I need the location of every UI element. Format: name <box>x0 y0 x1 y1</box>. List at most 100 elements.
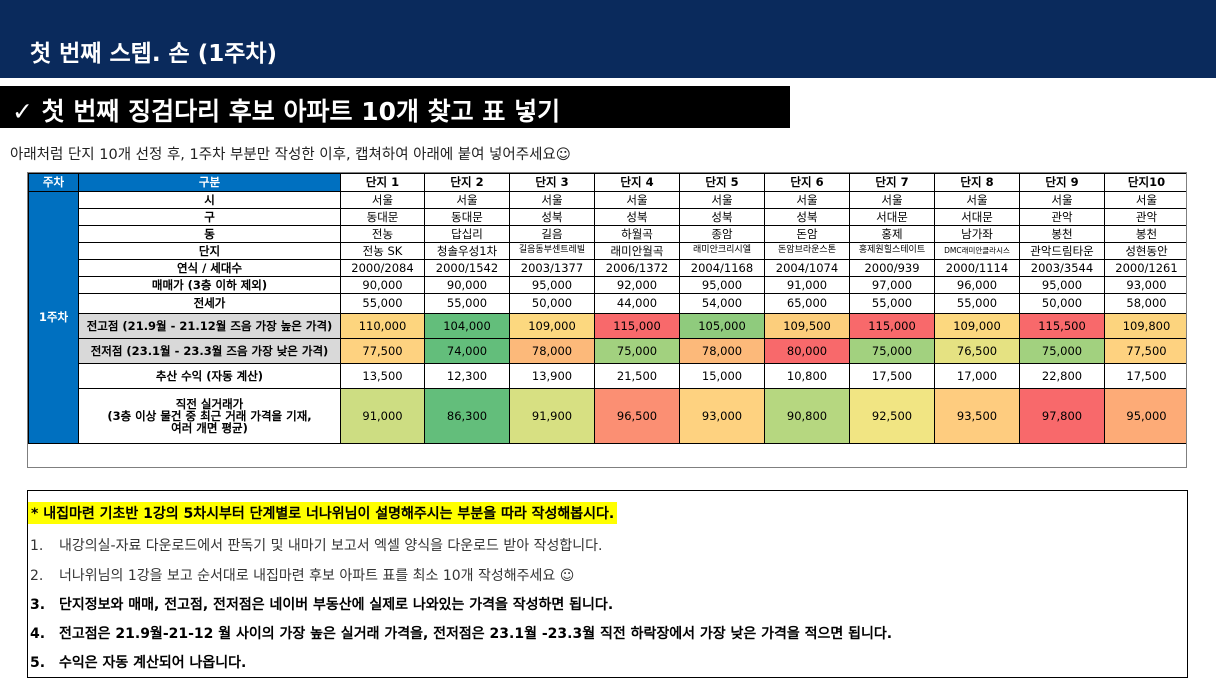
row-label: 직전 실거래가 (3층 이상 물건 중 최근 거래 가격을 기재, 여러 개면 … <box>78 388 341 444</box>
table-cell: 서울 <box>764 191 850 209</box>
row-label: 추산 수익 (자동 계산) <box>78 363 341 389</box>
table-row: 1주차 시 서울 서울 서울 서울 서울 서울 서울 서울 서울 서울 <box>28 191 1186 444</box>
table-cell: 성북 <box>509 208 595 226</box>
table-cell: 75,000 <box>1019 338 1105 364</box>
note-number: 1. <box>30 538 44 554</box>
table-row: 추산 수익 (자동 계산) 13,500 12,300 13,900 21,50… <box>29 363 1186 389</box>
table-cell: 93,500 <box>934 388 1020 444</box>
table-row-low: 전저점 (23.1월 - 23.3월 즈음 가장 낮은 가격) 77,500 7… <box>29 338 1186 364</box>
table-cell: 서울 <box>679 191 765 209</box>
table-cell: 17,000 <box>934 363 1020 389</box>
table-cell: 관악 <box>1019 208 1105 226</box>
table-cell: 44,000 <box>594 293 680 314</box>
table-cell: 성북 <box>764 208 850 226</box>
notes-highlight: * 내집마련 기초반 1강의 5차시부터 단계별로 너나위님이 설명해주시는 부… <box>28 502 618 524</box>
table-cell: 2000/1114 <box>934 259 1020 277</box>
table-row: 동 전농 답십리 길음 하월곡 종암 돈암 홍제 남가좌 봉천 봉천 <box>29 225 1186 243</box>
table-cell: 2003/1377 <box>509 259 595 277</box>
table-cell: 남가좌 <box>934 225 1020 243</box>
note-text: 단지정보와 매매, 전고점, 전저점은 네이버 부동산에 실제로 나와있는 가격… <box>59 597 614 613</box>
table-cell: 17,500 <box>1104 363 1186 389</box>
note-text: 너나위님의 1강을 보고 순서대로 내집마련 후보 아파트 표를 최소 10개 … <box>59 568 575 584</box>
table-cell: 86,300 <box>424 388 510 444</box>
table-cell: 17,500 <box>849 363 935 389</box>
header-complex: 단지 1 <box>340 173 425 192</box>
note-text: 전고점은 21.9월-21-12 월 사이의 가장 높은 실거래 가격을, 전저… <box>59 626 893 642</box>
header-complex: 단지 4 <box>594 173 680 192</box>
table-cell: 58,000 <box>1104 293 1186 314</box>
table-cell: 봉천 <box>1104 225 1186 243</box>
apartment-table-image: 주차 구분 단지 1 단지 2 단지 3 단지 4 단지 5 단지 6 단지 7… <box>27 172 1187 468</box>
table-cell: 동대문 <box>424 208 510 226</box>
note-number: 3. <box>30 597 46 613</box>
header-complex: 단지10 <box>1104 173 1186 192</box>
table-cell: 97,800 <box>1019 388 1105 444</box>
table-cell: 75,000 <box>849 338 935 364</box>
table-cell: 76,500 <box>934 338 1020 364</box>
table-cell: 78,000 <box>679 338 765 364</box>
table-cell: 하월곡 <box>594 225 680 243</box>
row-label-line: (3층 이상 물건 중 최근 거래 가격을 기재, <box>107 408 312 423</box>
table-cell: 109,800 <box>1104 313 1186 339</box>
table-cell: 95,000 <box>679 276 765 294</box>
table-cell: 래미안월곡 <box>594 242 680 260</box>
page-title: 첫 번째 스텝. 손 (1주차) <box>30 41 278 67</box>
check-icon: ✓ <box>12 97 33 126</box>
table-cell: 96,500 <box>594 388 680 444</box>
row-label: 시 <box>78 191 341 209</box>
table-cell: 115,000 <box>594 313 680 339</box>
header-complex: 단지 7 <box>849 173 935 192</box>
table-cell: 2000/2084 <box>340 259 425 277</box>
table-cell: 청솔우성1차 <box>424 242 510 260</box>
note-number: 2. <box>30 568 44 584</box>
row-label: 전세가 <box>78 293 341 314</box>
table-cell: 동대문 <box>340 208 425 226</box>
table-cell: 90,000 <box>424 276 510 294</box>
table-cell: 92,000 <box>594 276 680 294</box>
table-cell: 55,000 <box>934 293 1020 314</box>
table-row: 매매가 (3층 이하 제외) 90,000 90,000 95,000 92,0… <box>29 276 1186 294</box>
table-cell: 서울 <box>849 191 935 209</box>
table-cell: 91,000 <box>340 388 425 444</box>
subtitle-bar: ✓ 첫 번째 징검다리 후보 아파트 10개 찾고 표 넣기 <box>0 86 790 128</box>
table-cell: 돈암브라운스톤 <box>764 242 850 260</box>
table-cell: 10,800 <box>764 363 850 389</box>
table-cell: 77,500 <box>340 338 425 364</box>
table-cell: 길음 <box>509 225 595 243</box>
table-cell: 서울 <box>340 191 425 209</box>
section-title-text: 첫 번째 징검다리 후보 아파트 10개 찾고 표 넣기 <box>41 97 561 126</box>
header-complex: 단지 3 <box>509 173 595 192</box>
table-cell: 12,300 <box>424 363 510 389</box>
table-cell: DMC래미안클라시스 <box>934 242 1020 260</box>
instruction-text: 아래처럼 단지 10개 선정 후, 1주차 부분만 작성한 이후, 캡쳐하여 아… <box>10 147 571 163</box>
note-item: 2. 너나위님의 1강을 보고 순서대로 내집마련 후보 아파트 표를 최소 10… <box>28 565 574 585</box>
table-cell: 91,000 <box>764 276 850 294</box>
header-complex: 단지 8 <box>934 173 1020 192</box>
table-cell: 봉천 <box>1019 225 1105 243</box>
table-cell: 2003/3544 <box>1019 259 1105 277</box>
table-cell: 15,000 <box>679 363 765 389</box>
note-text: 내강의실-자료 다운로드에서 판독기 및 내마기 보고서 엑셀 양식을 다운로드… <box>59 538 603 554</box>
table-cell: 50,000 <box>1019 293 1105 314</box>
header-category: 구분 <box>78 173 341 192</box>
table-cell: 74,000 <box>424 338 510 364</box>
row-label: 동 <box>78 225 341 243</box>
table-cell: 서대문 <box>849 208 935 226</box>
row-label: 구 <box>78 208 341 226</box>
table-cell: 2000/1261 <box>1104 259 1186 277</box>
header-complex: 단지 5 <box>679 173 765 192</box>
table-cell: 96,000 <box>934 276 1020 294</box>
table-cell: 95,000 <box>509 276 595 294</box>
table-cell: 75,000 <box>594 338 680 364</box>
header-week: 주차 <box>28 173 79 192</box>
header-complex: 단지 9 <box>1019 173 1105 192</box>
table-cell: 2000/1542 <box>424 259 510 277</box>
table-cell: 종암 <box>679 225 765 243</box>
row-label: 연식 / 세대수 <box>78 259 341 277</box>
table-row: 전세가 55,000 55,000 50,000 44,000 54,000 6… <box>29 293 1186 314</box>
table-cell: 95,000 <box>1104 388 1186 444</box>
table-cell: 전농 <box>340 225 425 243</box>
table-cell: 길음동부센트레빌 <box>509 242 595 260</box>
row-label: 전저점 (23.1월 - 23.3월 즈음 가장 낮은 가격) <box>78 338 341 364</box>
note-text: 수익은 자동 계산되어 나옵니다. <box>59 655 247 671</box>
